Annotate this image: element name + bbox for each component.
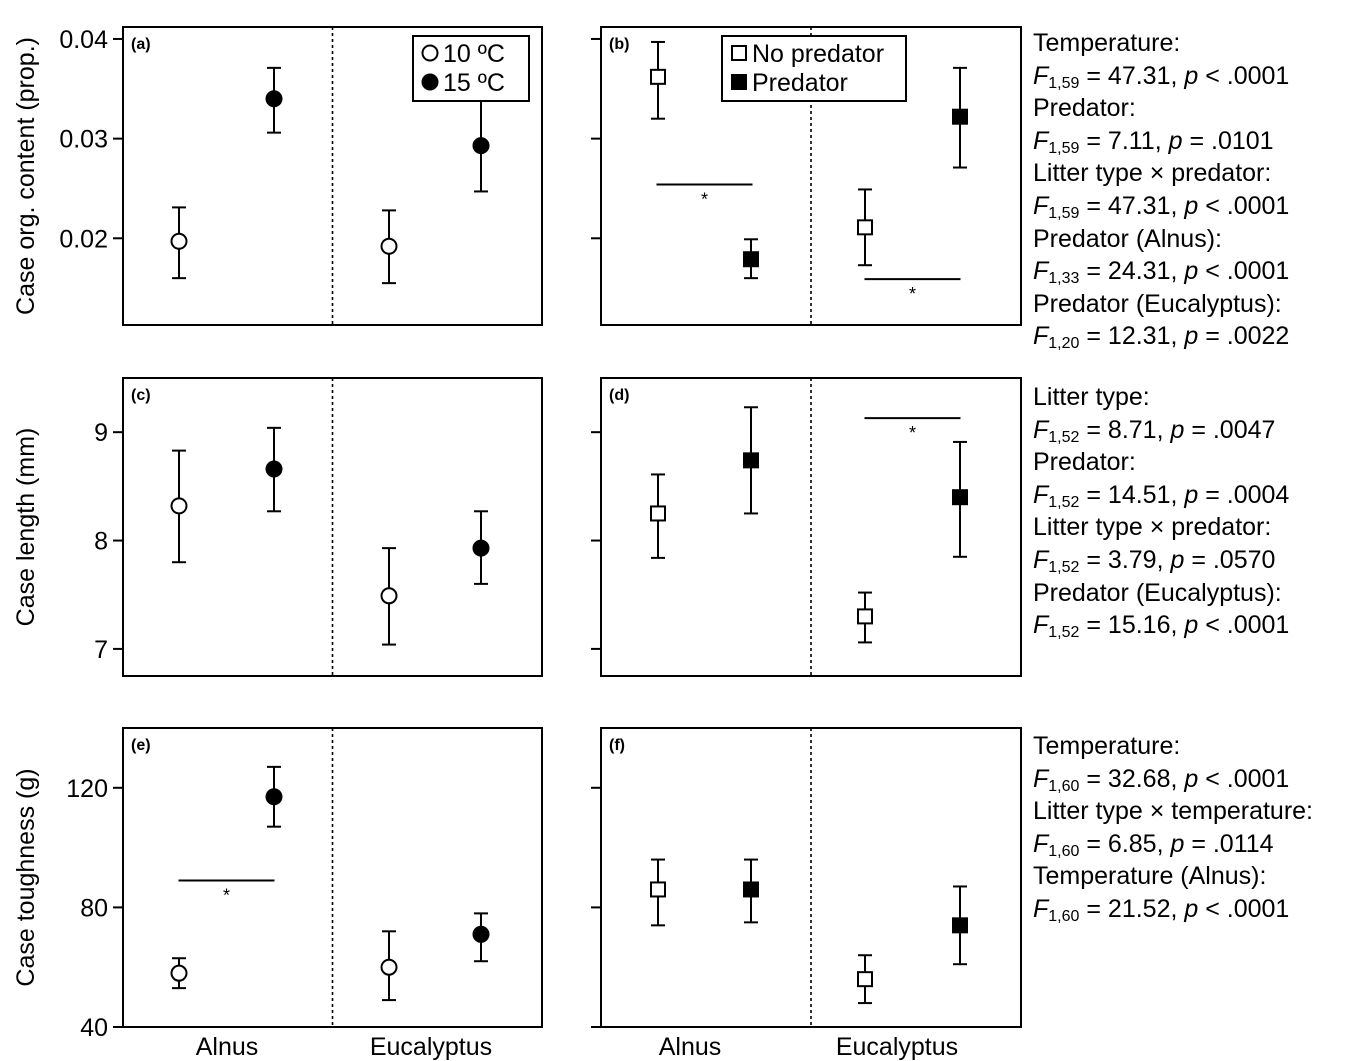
panel-b-legend-marker-0 bbox=[731, 45, 747, 61]
panel-a-legend-label-0: 10 ºC bbox=[443, 40, 505, 68]
stats-d-line-0: Litter type: bbox=[1033, 383, 1150, 411]
panel-c: 7 8 9 Case length (mm) (c) bbox=[12, 377, 543, 677]
panel-b-sig-star-1: * bbox=[909, 284, 916, 304]
panel-b-s0-alnus-point bbox=[650, 68, 666, 85]
panel-e-label: (e) bbox=[131, 737, 151, 754]
panel-c-s1-alnus-point bbox=[265, 460, 283, 478]
panel-a-ytick-label-1: 0.03 bbox=[59, 126, 108, 154]
panel-e-sig-star-0: * bbox=[223, 885, 230, 905]
stats-f-line-2: Litter type × temperature: bbox=[1033, 797, 1314, 826]
panel-b-legend-label-0: No predator bbox=[752, 40, 884, 68]
panel-b-legend-marker-1 bbox=[731, 74, 747, 90]
panel-b-s0-eucalyptus-point bbox=[857, 219, 873, 236]
stats-d-line-5: F1,52 = 3.79, p = .0570 bbox=[1033, 545, 1276, 576]
panels: 0.02 0.03 0.04 Case org. content (prop.) (a)… bbox=[12, 26, 1022, 1042]
panel-a-s1-eucalyptus-point bbox=[472, 137, 490, 155]
panel-a-ytick-label-2: 0.04 bbox=[59, 26, 108, 54]
panel-b-sig-star-0: * bbox=[701, 189, 708, 209]
stats-d-line-1: F1,52 = 8.71, p = .0047 bbox=[1033, 415, 1276, 446]
panel-c-s1-eucalyptus-point bbox=[472, 539, 490, 557]
panel-c-s0-alnus-point bbox=[170, 497, 188, 515]
x-label-left-alnus: Alnus bbox=[196, 1033, 259, 1061]
panel-a-legend-marker-1 bbox=[421, 73, 439, 91]
panel-e-ytick-label-2: 120 bbox=[66, 775, 108, 803]
panel-f-s0-alnus-point bbox=[650, 881, 666, 898]
panel-c-label: (c) bbox=[131, 387, 151, 404]
stats-b-line-2: Predator: bbox=[1033, 94, 1136, 123]
stats-f-line-3: F1,60 = 6.85, p = .0114 bbox=[1033, 829, 1274, 860]
panel-b-s1-eucalyptus-point bbox=[952, 108, 968, 125]
stats-panel-b: Temperature: F1,59 = 47.31, p < .0001 Pred… bbox=[1033, 27, 1289, 353]
panel-e-s0-alnus-point bbox=[170, 964, 188, 982]
panel-c-ylabel: Case length (mm) bbox=[12, 428, 40, 627]
stats-d-line-2: Predator: bbox=[1033, 448, 1136, 477]
stats-f-line-5: F1,60 = 21.52, p < .0001 bbox=[1033, 894, 1290, 925]
stats-f-line-0: Temperature: bbox=[1033, 732, 1181, 760]
stats-f-line-1: F1,60 = 32.68, p < .0001 bbox=[1033, 764, 1290, 795]
stats-b-line-5: F1,59 = 47.31, p < .0001 bbox=[1033, 191, 1290, 222]
panel-a-label: (a) bbox=[131, 36, 151, 53]
panel-d-s1-alnus-point bbox=[743, 452, 759, 469]
stats-b-line-6: Predator (Alnus): bbox=[1033, 224, 1222, 253]
stats-panel-d: Litter type: F1,52 = 8.71, p = .0047 Preda… bbox=[1033, 381, 1289, 642]
panel-a-ylabel: Case org. content (prop.) bbox=[12, 37, 40, 315]
stats-b-line-9: F1,20 = 12.31, p = .0022 bbox=[1033, 322, 1290, 353]
panel-f-s0-eucalyptus-point bbox=[857, 971, 873, 988]
stats-d-line-4: Litter type × predator: bbox=[1033, 513, 1272, 542]
stats-d-line-6: Predator (Eucalyptus): bbox=[1033, 578, 1282, 607]
panel-f-s1-eucalyptus-point bbox=[952, 917, 968, 934]
panel-a-s0-eucalyptus-point bbox=[380, 237, 398, 255]
panel-a-ytick-label-0: 0.02 bbox=[59, 225, 108, 253]
stats-panel-f: Temperature: F1,60 = 32.68, p < .0001 Litt… bbox=[1033, 730, 1313, 926]
panel-e-ylabel: Case toughness (g) bbox=[12, 768, 40, 986]
stats-b-line-3: F1,59 = 7.11, p = .0101 bbox=[1033, 126, 1274, 157]
x-label-right-eucalyptus: Eucalyptus bbox=[836, 1033, 958, 1061]
stats-d-line-7: F1,52 = 15.16, p < .0001 bbox=[1033, 611, 1290, 642]
panel-d-s0-alnus-point bbox=[650, 505, 666, 522]
panel-c-s0-eucalyptus-point bbox=[380, 587, 398, 605]
panel-e: 40 80 120 Case toughness (g) (e) * bbox=[12, 727, 543, 1042]
panel-c-ytick-label-1: 8 bbox=[94, 528, 108, 556]
stats-b-line-1: F1,59 = 47.31, p < .0001 bbox=[1033, 61, 1290, 92]
panel-d-sig-star-0: * bbox=[909, 423, 916, 443]
panel-f: (f) bbox=[591, 727, 1022, 1028]
panel-c-ytick-label-0: 7 bbox=[94, 636, 108, 664]
panel-e-s0-eucalyptus-point bbox=[380, 958, 398, 976]
panel-f-label: (f) bbox=[609, 737, 625, 754]
panel-b-label: (b) bbox=[609, 36, 629, 53]
stats-f-line-4: Temperature (Alnus): bbox=[1033, 862, 1267, 891]
panel-e-s1-eucalyptus-point bbox=[472, 925, 490, 943]
stats-b-line-7: F1,33 = 24.31, p < .0001 bbox=[1033, 257, 1290, 288]
panel-a-legend-marker-0 bbox=[421, 44, 439, 62]
panel-d-label: (d) bbox=[609, 387, 629, 404]
stats-b-line-0: Temperature: bbox=[1033, 29, 1181, 57]
x-label-left-eucalyptus: Eucalyptus bbox=[370, 1033, 492, 1061]
panel-e-ytick-label-1: 80 bbox=[80, 894, 108, 922]
stats-d-line-3: F1,52 = 14.51, p = .0004 bbox=[1033, 480, 1290, 511]
panel-a-s1-alnus-point bbox=[265, 90, 283, 108]
panel-e-s1-alnus-point bbox=[265, 788, 283, 806]
panel-a-legend-label-1: 15 ºC bbox=[443, 69, 505, 97]
panel-f-s1-alnus-point bbox=[743, 881, 759, 898]
panel-c-ytick-label-2: 9 bbox=[94, 419, 108, 447]
panel-a-s0-alnus-point bbox=[170, 232, 188, 250]
panel-b-s1-alnus-point bbox=[743, 251, 759, 268]
stats-b-line-4: Litter type × predator: bbox=[1033, 159, 1272, 188]
panel-e-ytick-label-0: 40 bbox=[80, 1014, 108, 1042]
stats-b-line-8: Predator (Eucalyptus): bbox=[1033, 289, 1282, 318]
panel-a: 0.02 0.03 0.04 Case org. content (prop.) (a)… bbox=[12, 26, 543, 326]
x-axis-category-labels: Alnus Eucalyptus Alnus Eucalyptus bbox=[196, 1033, 958, 1061]
panel-d: (d) * bbox=[591, 377, 1022, 677]
panel-d-s1-eucalyptus-point bbox=[952, 489, 968, 506]
panel-d-s0-eucalyptus-point bbox=[857, 608, 873, 625]
panel-b-legend-label-1: Predator bbox=[752, 69, 848, 97]
x-label-right-alnus: Alnus bbox=[659, 1033, 722, 1061]
panel-b-legend-box bbox=[721, 35, 907, 102]
